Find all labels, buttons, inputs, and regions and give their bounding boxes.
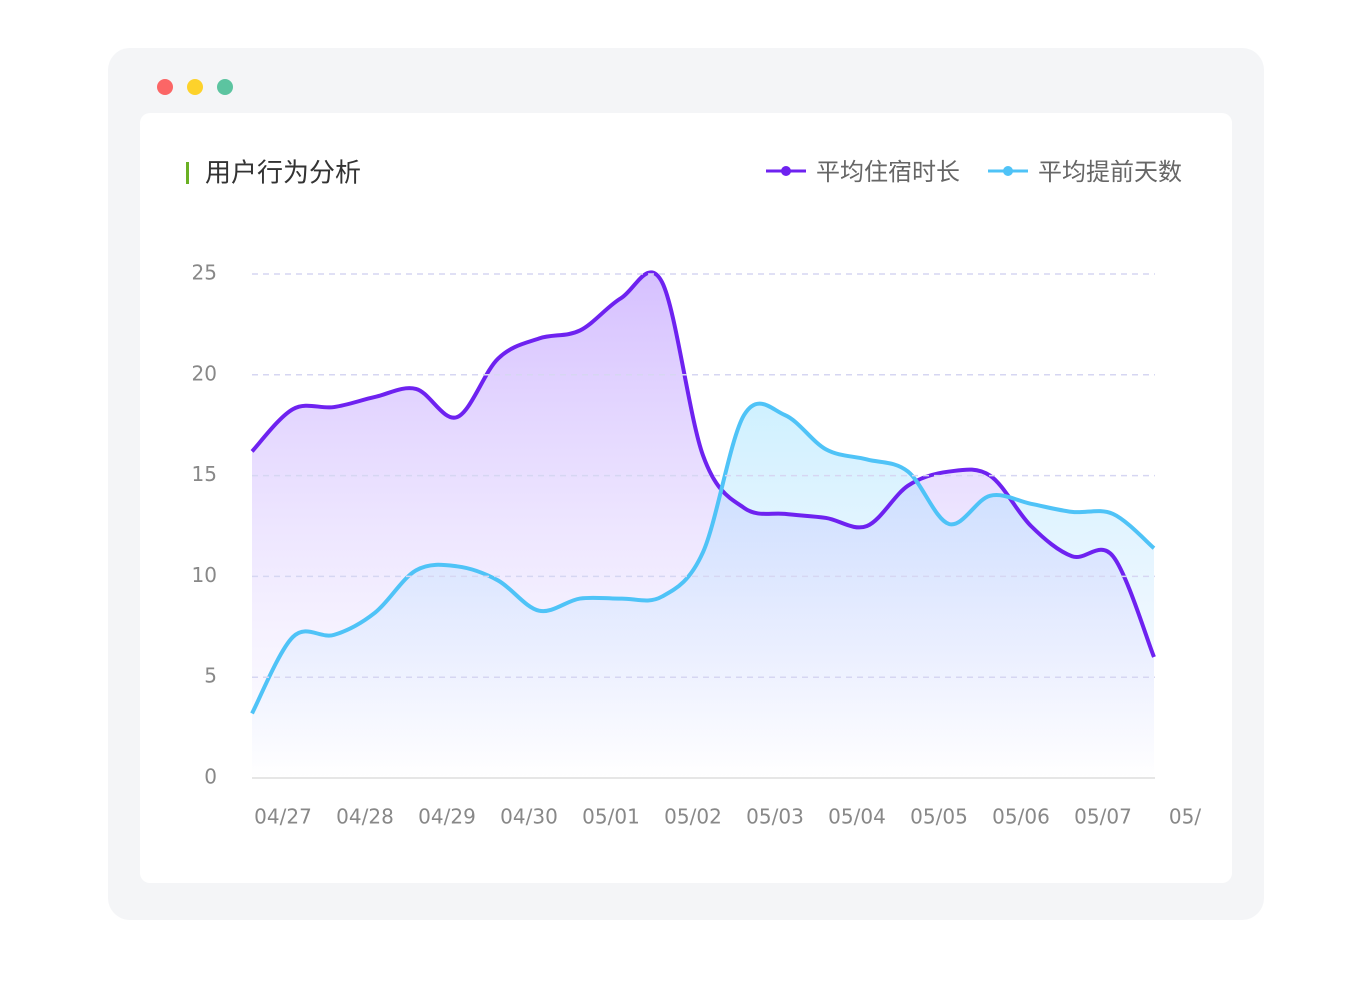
y-tick-label: 15 bbox=[192, 462, 217, 486]
x-tick-label: 04/29 bbox=[418, 805, 476, 829]
legend-swatch bbox=[781, 166, 791, 176]
legend-swatch bbox=[1003, 166, 1013, 176]
series-line bbox=[250, 401, 1156, 715]
y-tick-label: 10 bbox=[192, 563, 217, 587]
x-tick-label: 05/02 bbox=[664, 805, 722, 829]
x-tick-label: 04/28 bbox=[336, 805, 394, 829]
y-tick-label: 0 bbox=[204, 765, 217, 789]
plot bbox=[250, 270, 1156, 778]
chart-title: 用户行为分析 bbox=[205, 159, 361, 189]
x-tick-label: 05/03 bbox=[746, 805, 804, 829]
x-tick-label: 05/01 bbox=[582, 805, 640, 829]
y-tick-label: 25 bbox=[192, 261, 217, 285]
window-dot bbox=[217, 79, 233, 95]
window-dot bbox=[187, 79, 203, 95]
x-tick-label: 05/06 bbox=[992, 805, 1050, 829]
y-tick-label: 20 bbox=[192, 361, 217, 385]
title-accent bbox=[186, 162, 189, 184]
x-tick-label: 04/27 bbox=[254, 805, 312, 829]
x-tick-label: 04/30 bbox=[500, 805, 558, 829]
legend-label: 平均提前天数 bbox=[1038, 158, 1182, 186]
window-dot bbox=[157, 79, 173, 95]
x-tick-label: 05/07 bbox=[1074, 805, 1132, 829]
legend-label: 平均住宿时长 bbox=[816, 158, 960, 186]
y-tick-label: 5 bbox=[204, 664, 217, 688]
x-tick-label: 05/ bbox=[1169, 805, 1201, 829]
x-tick-label: 05/04 bbox=[828, 805, 886, 829]
series-area bbox=[252, 403, 1154, 778]
x-tick-label: 05/05 bbox=[910, 805, 968, 829]
